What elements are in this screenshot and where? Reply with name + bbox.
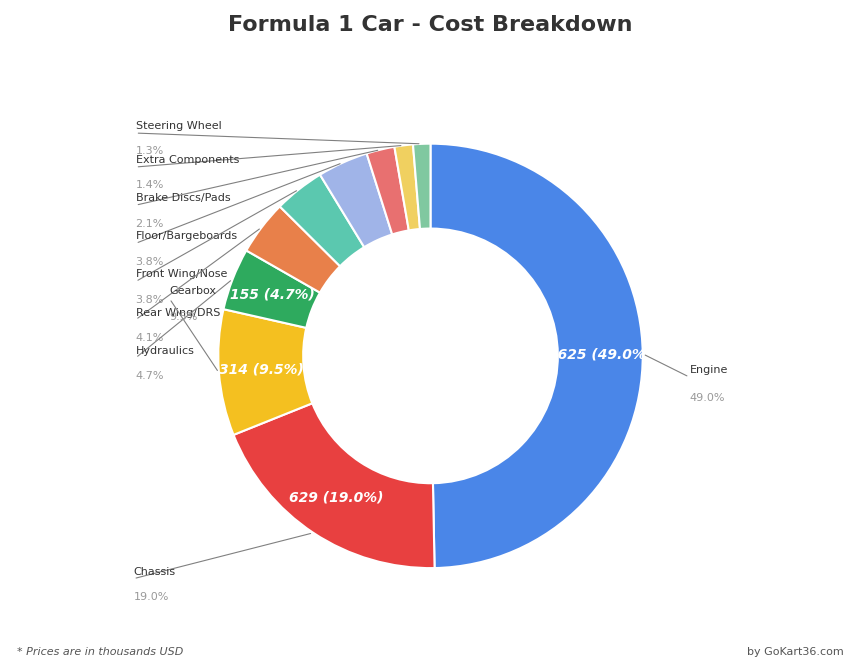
Text: 4.7%: 4.7% [135,371,164,381]
Wedge shape [246,206,340,293]
Text: 314 (9.5%): 314 (9.5%) [219,363,304,376]
Text: 3.8%: 3.8% [135,295,164,305]
Text: 19.0%: 19.0% [133,592,169,602]
Text: * Prices are in thousands USD: * Prices are in thousands USD [17,647,183,657]
Text: Brake Discs/Pads: Brake Discs/Pads [135,193,230,203]
Text: Extra Components: Extra Components [135,155,238,165]
Text: Chassis: Chassis [133,566,176,576]
Title: Formula 1 Car - Cost Breakdown: Formula 1 Car - Cost Breakdown [228,15,633,35]
Text: Steering Wheel: Steering Wheel [135,121,221,131]
Wedge shape [219,309,313,435]
Text: 1.3%: 1.3% [135,146,164,156]
Wedge shape [280,175,364,267]
Text: 2.1%: 2.1% [135,218,164,228]
Text: Front Wing/Nose: Front Wing/Nose [135,269,227,279]
Wedge shape [233,403,435,568]
Text: by GoKart36.com: by GoKart36.com [747,647,844,657]
Text: Engine: Engine [690,365,728,375]
Text: 9.5%: 9.5% [170,312,198,322]
Wedge shape [430,144,642,568]
Text: Hydraulics: Hydraulics [135,346,195,356]
Wedge shape [320,154,393,247]
Text: Rear Wing/DRS: Rear Wing/DRS [135,308,220,318]
Text: 629 (19.0%): 629 (19.0%) [289,490,384,504]
Text: Gearbox: Gearbox [170,287,216,297]
Text: 3.8%: 3.8% [135,257,164,267]
Text: 4.1%: 4.1% [135,333,164,343]
Wedge shape [394,144,420,230]
Text: 1.4%: 1.4% [135,180,164,190]
Wedge shape [367,147,409,234]
Text: 155 (4.7%): 155 (4.7%) [230,287,315,301]
Text: 49.0%: 49.0% [690,393,725,403]
Wedge shape [413,144,430,229]
Text: Floor/Bargeboards: Floor/Bargeboards [135,231,238,241]
Text: 1625 (49.0%): 1625 (49.0%) [548,347,653,361]
Wedge shape [224,250,320,328]
